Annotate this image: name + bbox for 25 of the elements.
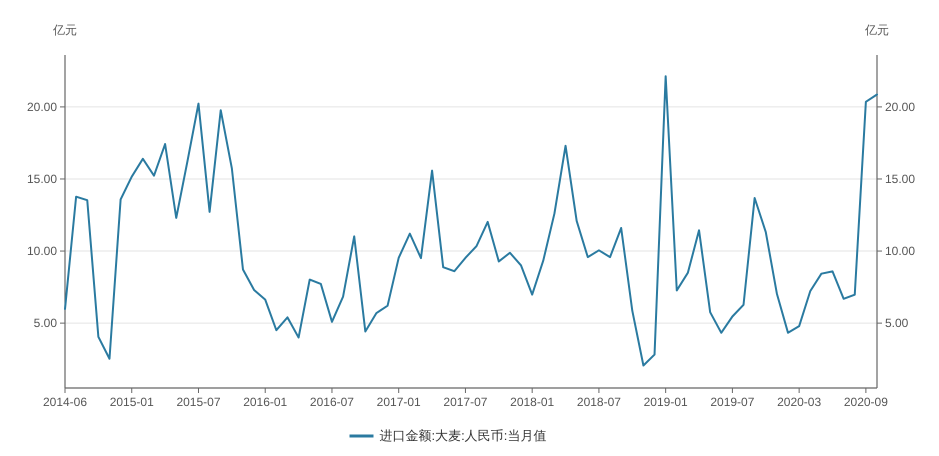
x-tick-label: 2018-01 [510, 395, 555, 409]
y2-tick-label: 15.00 [885, 172, 916, 186]
y-axis-title: 亿元 [52, 23, 77, 37]
y-tick-label: 5.00 [34, 316, 58, 330]
x-tick-label: 2019-07 [710, 395, 755, 409]
x-tick-label: 2014-06 [42, 395, 88, 409]
x-tick-label: 2020-09 [844, 395, 888, 409]
x-tick-label: 2019-01 [644, 395, 688, 409]
legend-label: 进口金额:大麦:人民币:当月值 [380, 428, 546, 443]
line-series [64, 75, 878, 367]
y-tick-label: 20.00 [26, 100, 58, 114]
x-tick-label: 2018-07 [576, 395, 622, 409]
y2-tick-label: 20.00 [885, 100, 916, 114]
x-tick-label: 2017-07 [443, 395, 488, 409]
y2-tick-label: 5.00 [885, 316, 909, 330]
x-tick-label: 2016-07 [310, 395, 354, 409]
x-tick-label: 2020-03 [777, 395, 822, 409]
x-tick-label: 2017-01 [376, 395, 422, 409]
x-tick-label: 2015-01 [110, 395, 154, 409]
y-tick-label: 15.00 [26, 172, 58, 186]
y2-tick-label: 10.00 [885, 244, 916, 258]
y-tick-label: 10.00 [26, 244, 58, 258]
x-tick-label: 2015-07 [176, 395, 221, 409]
y2-axis-title: 亿元 [864, 23, 889, 37]
x-tick-label: 2016-01 [243, 395, 288, 409]
